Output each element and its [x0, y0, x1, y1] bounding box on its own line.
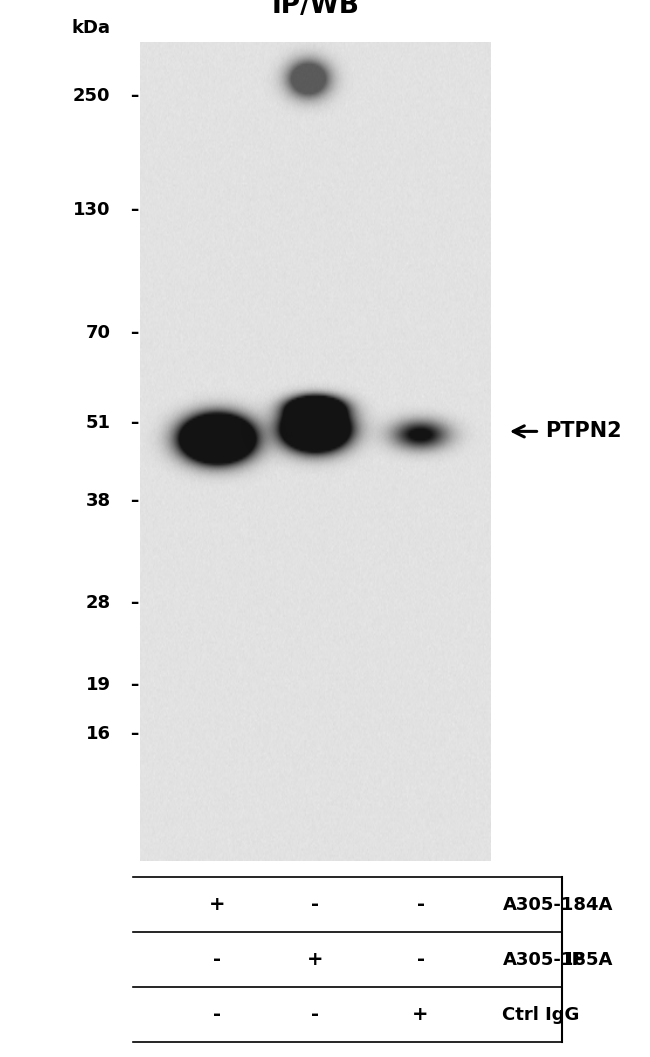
Text: 250: 250: [73, 87, 110, 105]
Text: –: –: [131, 324, 138, 342]
Text: -: -: [213, 1005, 221, 1024]
Text: A305-184A: A305-184A: [502, 895, 613, 914]
Text: Ctrl IgG: Ctrl IgG: [502, 1005, 580, 1024]
Text: -: -: [213, 950, 221, 969]
Text: IP/WB: IP/WB: [271, 0, 359, 19]
Text: +: +: [209, 895, 225, 914]
Text: 28: 28: [85, 594, 111, 612]
Text: 38: 38: [85, 492, 111, 511]
Text: 19: 19: [86, 676, 110, 694]
Text: –: –: [131, 676, 138, 694]
Text: –: –: [131, 87, 138, 105]
Text: PTPN2: PTPN2: [545, 422, 621, 442]
Text: -: -: [417, 950, 424, 969]
Text: A305-185A: A305-185A: [502, 950, 613, 969]
Text: kDa: kDa: [72, 19, 110, 37]
Text: 130: 130: [73, 201, 110, 219]
Text: -: -: [417, 895, 424, 914]
Text: -: -: [311, 895, 319, 914]
Text: +: +: [412, 1005, 429, 1024]
Text: –: –: [131, 201, 138, 219]
Text: 70: 70: [86, 324, 110, 342]
Text: –: –: [131, 492, 138, 511]
Text: 51: 51: [86, 414, 110, 432]
Text: IP: IP: [566, 950, 585, 969]
Text: –: –: [131, 414, 138, 432]
Text: +: +: [307, 950, 324, 969]
Text: –: –: [131, 594, 138, 612]
Text: -: -: [311, 1005, 319, 1024]
Text: –: –: [131, 725, 138, 743]
Text: 16: 16: [86, 725, 110, 743]
